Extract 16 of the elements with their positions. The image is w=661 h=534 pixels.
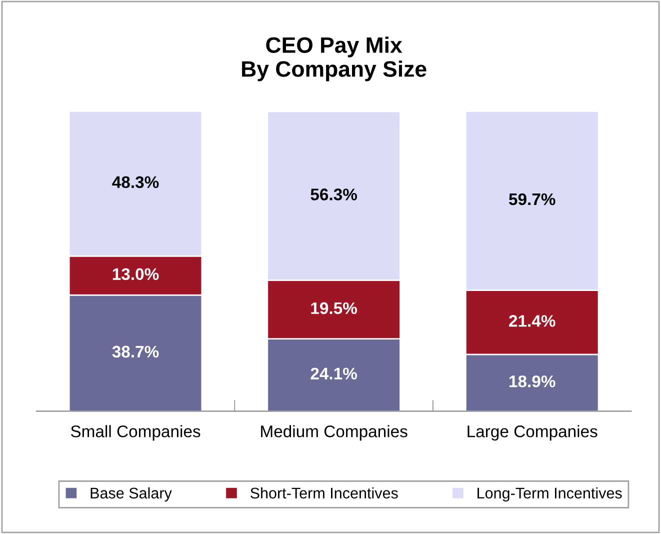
x-tick-label: Small Companies — [70, 425, 200, 441]
data-label: 48.3% — [112, 176, 159, 188]
chart-title: CEO Pay Mix By Company Size — [242, 36, 426, 82]
data-label: 13.0% — [112, 268, 159, 280]
data-label: 24.1% — [310, 368, 357, 380]
data-label: 18.9% — [510, 375, 556, 388]
legend-label: Short-Term Incentives — [250, 487, 398, 499]
data-label: 59.7% — [508, 193, 556, 206]
data-label: 56.3% — [310, 188, 357, 200]
legend-label: Long-Term Incentives — [478, 487, 622, 502]
data-label: 19.5% — [311, 302, 357, 314]
x-tick-label: Large Companies — [468, 425, 598, 441]
x-tick-label: Medium Companies — [261, 425, 408, 441]
data-label: 38.7% — [112, 346, 159, 358]
data-label: 21.4% — [509, 315, 556, 327]
legend-label: Base Salary — [90, 487, 172, 502]
